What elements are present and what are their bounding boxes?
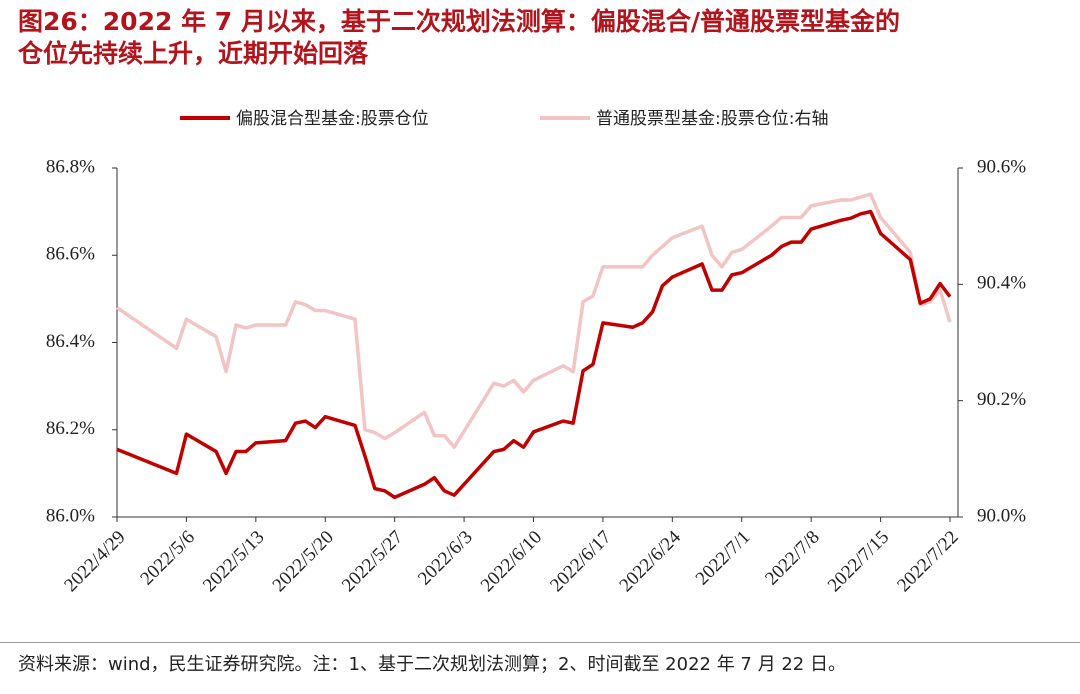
x-tick-label: 2022/6/17	[546, 527, 615, 596]
x-tick-label: 2022/6/24	[616, 526, 686, 596]
x-tick-label: 2022/7/15	[824, 527, 893, 596]
source-note: 资料来源：wind，民生证券研究院。注：1、基于二次规划法测算；2、时间截至 2…	[18, 654, 846, 675]
x-tick-label: 2022/7/1	[692, 527, 755, 590]
y2-tick-label: 90.6%	[977, 156, 1026, 177]
y-tick-label: 86.8%	[46, 156, 95, 177]
y2-tick-label: 90.0%	[977, 505, 1026, 526]
x-tick-label: 2022/5/13	[199, 527, 268, 596]
x-tick-label: 2022/7/8	[761, 527, 824, 590]
legend-label: 偏股混合型基金:股票仓位	[236, 109, 429, 129]
x-tick-label: 2022/6/10	[477, 527, 546, 596]
chart: 86.0% 86.2% 86.4% 86.6% 86.8% 90.0% 90.2% 90.4%…	[46, 109, 1026, 596]
title-line: 图26：2022 年 7 月以来，基于二次规划法测算：偏股混合/普通股票型基金的	[18, 7, 901, 36]
x-tick-label: 2022/7/22	[893, 527, 962, 596]
x-tick-label: 2022/6/3	[414, 527, 477, 590]
series-line	[116, 209, 952, 500]
y-tick-label: 86.6%	[46, 244, 95, 265]
series-line	[116, 192, 952, 449]
y2-tick-label: 90.2%	[977, 389, 1026, 410]
y2-tick-label: 90.4%	[977, 273, 1026, 294]
y-tick-label: 86.2%	[46, 418, 95, 439]
x-tick-label: 2022/4/29	[60, 527, 129, 596]
x-tick-label: 2022/5/20	[269, 527, 338, 596]
legend-label: 普通股票型基金:股票仓位:右轴	[596, 109, 828, 129]
x-tick-label: 2022/5/6	[136, 527, 199, 590]
divider	[0, 642, 1080, 643]
title-line: 仓位先持续上升，近期开始回落	[18, 39, 369, 68]
y-tick-label: 86.4%	[46, 331, 95, 352]
y-tick-label: 86.0%	[46, 505, 95, 526]
x-tick-label: 2022/5/27	[338, 527, 407, 596]
chart-title: 图26：2022 年 7 月以来，基于二次规划法测算：偏股混合/普通股票型基金的…	[18, 6, 1068, 70]
